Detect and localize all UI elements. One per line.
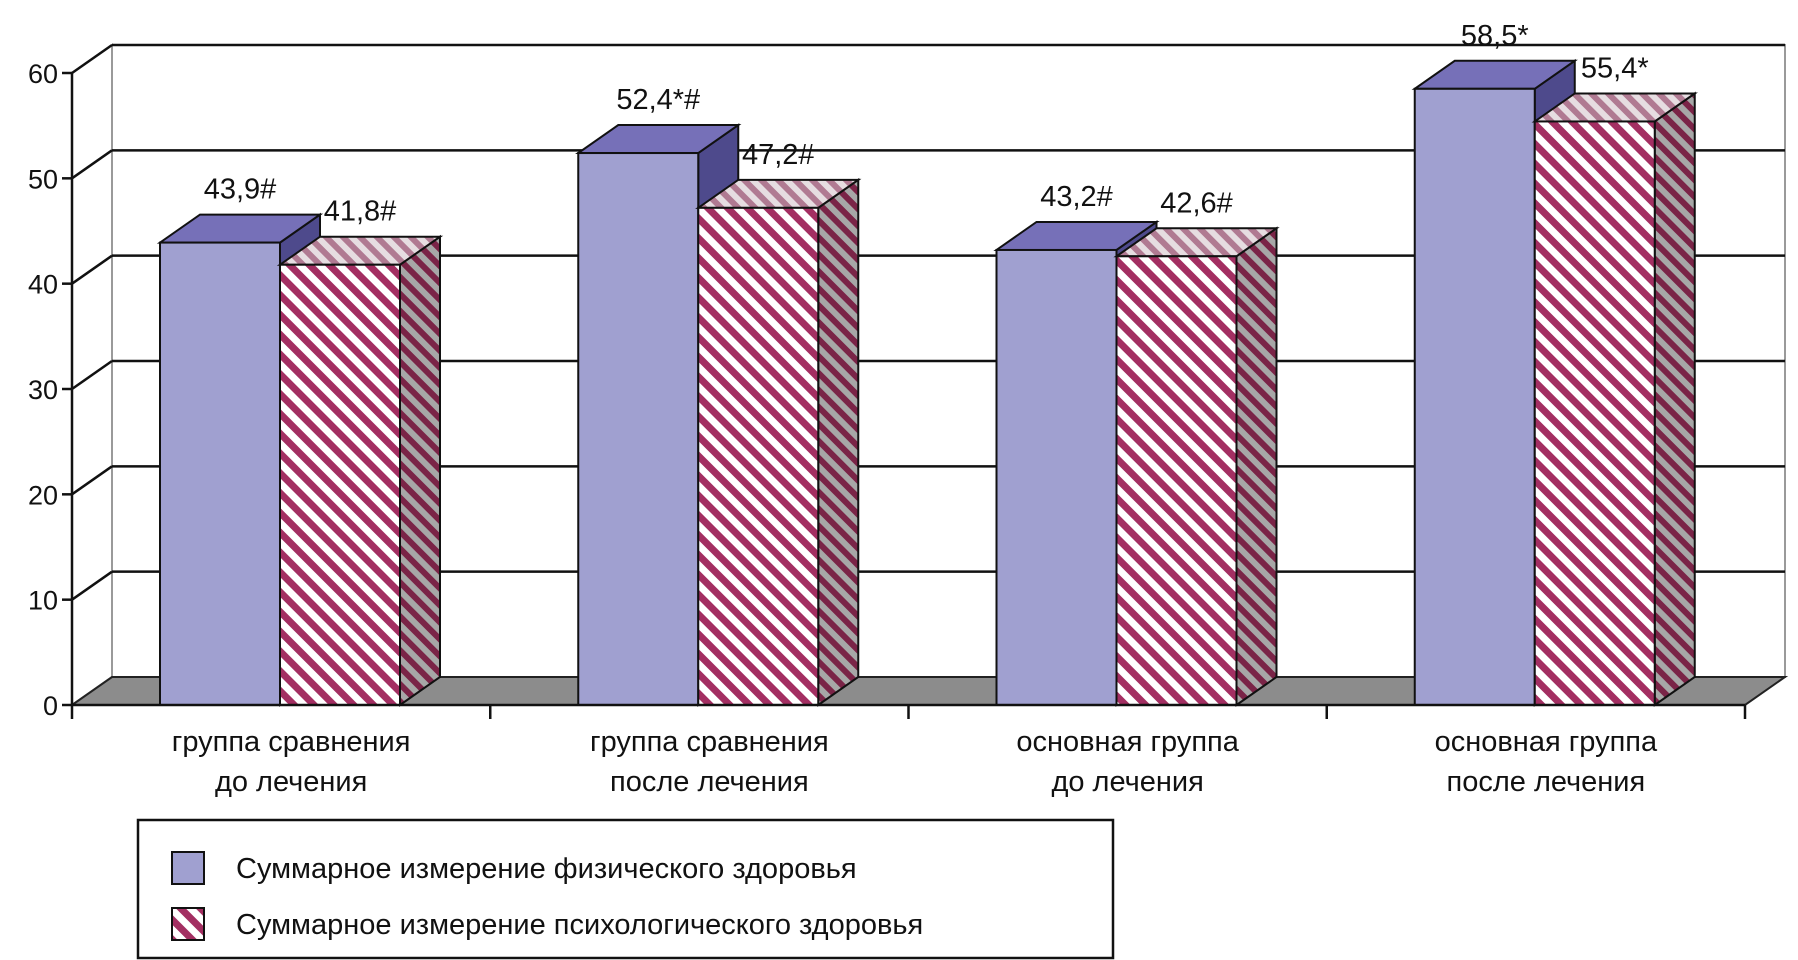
gridline-side [71,359,113,391]
y-tick-label: 60 [28,59,58,89]
legend: Суммарное измерение физического здоровья… [136,818,1115,960]
bar-side [399,234,441,707]
y-tick-label: 30 [28,375,58,405]
data-label: 58,5* [1461,20,1529,52]
bar-front [1533,120,1656,707]
bar-2-4 [1531,91,1698,707]
legend-label-1: Суммарное измерение физического здоровья [236,853,857,885]
gridline-side [71,570,113,601]
x-category-label: до лечения [215,766,367,798]
bars [156,58,1698,707]
y-tick-label: 40 [28,270,58,300]
data-label: 55,4* [1581,52,1649,84]
bar-2-2 [695,177,862,707]
gridline-side [71,149,113,180]
data-label: 52,4*# [616,84,700,116]
y-tick-label: 20 [28,480,58,510]
legend-label-2: Суммарное измерение психологического здо… [236,909,923,941]
gridline-side [71,43,113,75]
legend-swatch-1 [171,851,205,885]
x-axis: группа сравнения до лечения группа сравнен… [70,703,1747,798]
y-tick-label: 0 [43,691,58,721]
bar-front [697,206,820,706]
x-category-label: группа сравнения [590,726,829,758]
bar-side [1653,91,1696,707]
bar-side [817,177,860,707]
y-axis: 0 10 20 30 40 50 60 [28,59,74,721]
data-labels: 43,9# 41,8# 52,4*# 47,2# 43,2# 42,6# 58,5* 55,4… [204,20,1649,228]
legend-swatch-2 [171,907,205,941]
x-category-label: основная группа [1435,726,1658,758]
x-category-label: основная группа [1016,726,1239,758]
data-label: 41,8# [324,196,397,228]
bar-front [279,263,401,706]
x-category-label: после лечения [610,766,809,798]
data-label: 47,2# [742,139,815,171]
y-tick-label: 50 [28,164,58,194]
x-category-label: после лечения [1447,766,1646,798]
gridline-side [71,465,113,496]
gridline-side [71,254,113,285]
data-label: 43,2# [1040,181,1113,213]
bar-front [995,248,1118,707]
bar-2-3 [1113,226,1280,707]
x-category-label: до лечения [1051,766,1203,798]
bar-front [159,241,281,706]
bar-front [577,152,700,706]
bar-2-1 [276,234,444,707]
bar-front [1115,255,1238,706]
legend-box [136,818,1115,960]
y-tick-label: 10 [28,586,58,616]
data-label: 43,9# [204,174,277,206]
bar-side [1235,226,1278,707]
data-label: 42,6# [1160,187,1233,219]
x-category-label: группа сравнения [172,726,411,758]
bar-front [1413,87,1536,707]
